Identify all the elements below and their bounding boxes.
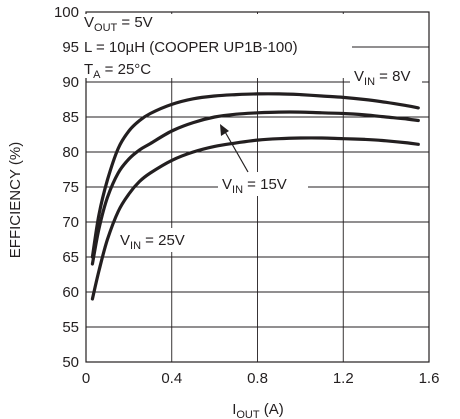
label-8v-backdrop [350,64,422,86]
condition-vout-rest: = 5V [117,14,152,31]
x-axis-label-main: I [232,401,236,418]
condition-inductor-main: L = 10µH (COOPER UP1B-100) [84,39,298,56]
y-tick-label: 50 [62,354,79,371]
x-axis-label-sub: OUT [236,409,260,419]
series-lines [90,92,420,301]
y-tick-label: 70 [62,214,79,231]
y-tick-label: 60 [62,284,79,301]
label-15v-backdrop [218,172,308,196]
x-tick-label: 1.2 [333,370,354,387]
y-tick-label: 65 [62,249,79,266]
conditions-backdrop [80,14,352,78]
series-label-vin-15v-sub: IN [232,184,243,196]
x-tick-labels: 0 0.4 0.8 1.2 1.6 [82,370,440,387]
y-tick-labels: 50 55 60 65 70 75 80 85 90 95 100 [54,4,79,371]
series-label-vin-25v-main: V [120,232,130,249]
condition-ta-rest: = 25°C [101,61,152,78]
x-axis-label: IOUT (A) [232,401,284,419]
condition-vout-main: V [84,14,94,31]
series-label-vin-25v-rest: = 25V [141,232,185,249]
arrow-15v-shaft [223,129,249,173]
series-label-vin-8v-sub: IN [364,76,375,88]
series-label-vin-8v-main: V [354,68,364,85]
y-tick-label: 100 [54,4,79,21]
condition-ta-sub: A [93,69,101,81]
series-line-vin-15v [90,110,420,266]
series-label-vin-8v-rest: = 8V [375,68,410,85]
series-label-vin-15v-rest: = 15V [243,176,287,193]
y-tick-label: 55 [62,319,79,336]
condition-ta: TA = 25°C [84,61,151,81]
y-tick-label: 80 [62,144,79,161]
x-axis-label-rest: (A) [260,401,284,418]
y-axis-label: EFFICIENCY (%) [7,142,24,258]
series-label-vin-15v: VIN = 15V [222,176,287,196]
condition-vout-sub: OUT [94,22,118,34]
condition-ta-main: T [84,61,93,78]
series-line-vin-25v [90,136,420,301]
x-tick-label: 0 [82,370,90,387]
condition-inductor: L = 10µH (COOPER UP1B-100) [84,39,298,56]
plot-frame [85,11,430,363]
series-line-vin-8v [90,92,420,259]
y-tick-label: 90 [62,74,79,91]
y-tick-label: 95 [62,39,79,56]
label-25v-backdrop [116,228,206,252]
series-label-vin-15v-main: V [222,176,232,193]
x-tick-label: 0.8 [247,370,268,387]
y-tick-label: 75 [62,179,79,196]
y-tick-label: 85 [62,109,79,126]
series-label-vin-8v: VIN = 8V [354,68,410,88]
arrow-15v-head [220,124,229,136]
series-label-vin-25v: VIN = 25V [120,232,185,252]
condition-vout: VOUT = 5V [84,14,153,34]
x-tick-label: 1.6 [419,370,440,387]
series-label-vin-25v-sub: IN [130,240,141,252]
x-tick-label: 0.4 [161,370,182,387]
